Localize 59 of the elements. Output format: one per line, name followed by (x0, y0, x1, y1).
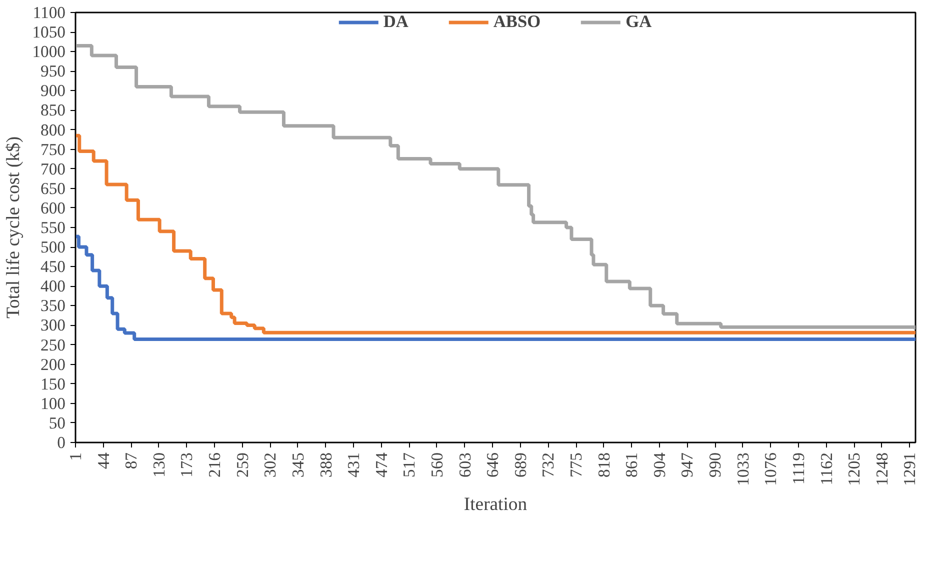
y-axis-title: Total life cycle cost (k$) (3, 136, 24, 319)
y-tick-label: 500 (40, 238, 66, 257)
y-tick-label: 150 (40, 374, 66, 394)
x-tick-label: 130 (149, 452, 168, 478)
x-tick-label: 646 (483, 452, 502, 478)
x-tick-label: 431 (344, 452, 364, 478)
x-tick-label: 732 (538, 452, 558, 478)
y-tick-label: 550 (40, 218, 66, 237)
y-tick-label: 900 (40, 81, 66, 100)
x-tick-label: 345 (288, 452, 308, 478)
y-tick-label: 350 (40, 296, 66, 316)
y-tick-label: 800 (40, 120, 66, 140)
x-tick-label: 1076 (761, 452, 780, 486)
y-tick-label: 400 (40, 276, 66, 296)
x-tick-label: 302 (260, 452, 280, 478)
x-tick-label: 1162 (816, 452, 836, 486)
x-tick-label: 775 (566, 452, 586, 478)
y-tick-label: 100 (40, 394, 66, 413)
x-tick-label: 517 (400, 452, 419, 478)
y-tick-label: 450 (40, 257, 66, 276)
x-tick-label: 1205 (844, 452, 864, 486)
y-tick-label: 650 (40, 178, 66, 198)
y-tick-label: 600 (40, 198, 66, 218)
y-tick-label: 1100 (32, 3, 66, 22)
x-tick-label: 1 (66, 452, 85, 461)
y-tick-label: 850 (40, 100, 66, 120)
y-tick-label: 700 (40, 159, 66, 178)
x-tick-label: 1119 (788, 452, 808, 485)
y-tick-label: 950 (40, 62, 66, 81)
legend-label: DA (383, 12, 408, 32)
x-tick-label: 560 (427, 452, 446, 478)
x-tick-label: 1033 (733, 452, 752, 486)
x-tick-label: 87 (122, 452, 141, 470)
x-tick-label: 904 (650, 452, 669, 478)
y-tick-label: 50 (48, 413, 66, 432)
x-axis-title: Iteration (464, 494, 528, 515)
x-tick-label: 259 (232, 452, 252, 478)
legend-label: GA (626, 12, 652, 32)
y-tick-label: 1050 (32, 22, 66, 42)
x-tick-label: 44 (94, 452, 113, 470)
x-tick-label: 818 (594, 452, 614, 478)
y-tick-label: 0 (57, 433, 66, 452)
x-tick-label: 1248 (872, 452, 892, 486)
y-tick-label: 200 (40, 354, 66, 374)
x-tick-label: 388 (316, 452, 336, 478)
x-tick-label: 603 (455, 452, 474, 478)
x-tick-label: 861 (622, 452, 642, 478)
y-tick-label: 1000 (32, 42, 66, 62)
x-tick-label: 173 (177, 452, 196, 478)
x-tick-label: 474 (372, 452, 391, 478)
x-tick-label: 689 (510, 452, 530, 478)
y-tick-label: 300 (40, 316, 66, 335)
y-tick-label: 250 (40, 335, 66, 354)
legend-label: ABSO (493, 12, 541, 32)
x-tick-label: 990 (706, 452, 725, 478)
x-tick-label: 216 (205, 452, 224, 478)
x-tick-label: 1291 (900, 452, 920, 486)
y-tick-label: 750 (40, 140, 66, 159)
x-tick-label: 947 (678, 452, 697, 478)
